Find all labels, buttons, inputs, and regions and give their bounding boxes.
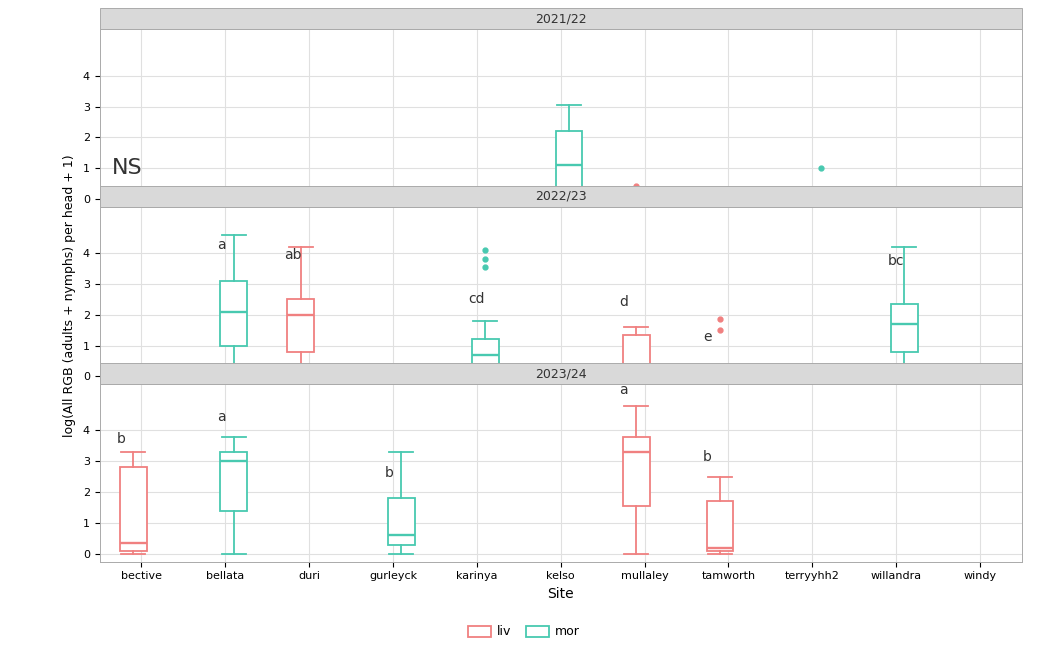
Bar xyxy=(623,437,650,506)
Text: NS: NS xyxy=(112,158,143,178)
Bar xyxy=(119,468,147,550)
Text: bc: bc xyxy=(888,255,904,268)
Bar xyxy=(555,131,583,188)
Bar xyxy=(706,372,734,377)
Text: 2021/22: 2021/22 xyxy=(534,12,587,25)
Text: b: b xyxy=(703,451,712,464)
Text: d: d xyxy=(619,295,628,309)
Text: b: b xyxy=(116,432,125,446)
Bar xyxy=(623,335,650,375)
Text: cd: cd xyxy=(468,291,485,306)
Bar xyxy=(807,193,834,199)
Y-axis label: log(All RGB (adults + nymphs) per head + 1): log(All RGB (adults + nymphs) per head +… xyxy=(63,154,75,437)
Text: 2023/24: 2023/24 xyxy=(534,367,587,380)
Bar xyxy=(472,340,499,367)
Text: a: a xyxy=(217,238,225,251)
Bar xyxy=(706,502,734,550)
Text: a: a xyxy=(619,383,628,396)
Bar xyxy=(220,281,247,345)
Bar xyxy=(220,452,247,511)
Bar xyxy=(287,299,314,352)
Bar xyxy=(891,304,918,352)
Bar xyxy=(388,498,415,545)
Legend: liv, mor: liv, mor xyxy=(463,620,585,643)
Text: e: e xyxy=(703,330,712,344)
Text: ab: ab xyxy=(284,248,302,263)
Text: a: a xyxy=(217,410,225,424)
Text: b: b xyxy=(385,466,393,480)
Text: 2022/23: 2022/23 xyxy=(534,190,587,203)
X-axis label: Site: Site xyxy=(547,587,574,601)
